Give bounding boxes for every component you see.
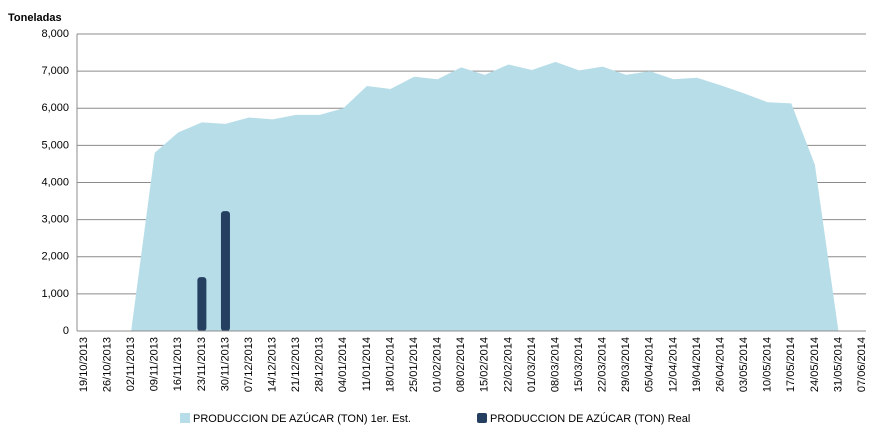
bar [197, 277, 207, 331]
x-tick-label: 31/05/2014 [832, 337, 844, 392]
x-tick-label: 26/10/2013 [101, 337, 113, 392]
x-tick-label: 02/11/2013 [125, 337, 137, 391]
x-tick-label: 19/10/2013 [78, 337, 90, 392]
x-tick-label: 25/01/2014 [408, 337, 420, 392]
x-tick-label: 11/01/2014 [361, 337, 373, 391]
x-tick-label: 07/12/2013 [243, 337, 255, 392]
x-tick-label: 18/01/2014 [384, 337, 396, 392]
bar [220, 211, 230, 331]
y-axis-title: Toneladas [8, 12, 62, 24]
y-tick-label: 7,000 [41, 65, 69, 77]
x-tick-label: 21/12/2013 [290, 337, 302, 392]
x-tick-label: 08/02/2014 [455, 337, 467, 392]
x-tick-label: 15/03/2014 [573, 337, 585, 392]
x-tick-label: 30/11/2013 [219, 337, 231, 391]
x-tick-label: 22/03/2014 [597, 337, 609, 392]
x-tick-label: 23/11/2013 [196, 337, 208, 391]
x-tick-label: 15/02/2014 [479, 337, 491, 392]
x-tick-label: 19/04/2014 [691, 337, 703, 392]
legend-swatch [180, 413, 190, 423]
y-tick-label: 3,000 [41, 214, 69, 226]
y-tick-label: 0 [63, 325, 69, 337]
x-tick-label: 22/02/2014 [502, 337, 514, 392]
y-tick-label: 4,000 [41, 176, 69, 188]
x-tick-label: 14/12/2013 [267, 337, 279, 392]
x-tick-label: 24/05/2014 [809, 337, 821, 392]
y-tick-label: 5,000 [41, 139, 69, 151]
x-tick-label: 12/04/2014 [667, 337, 679, 392]
x-tick-label: 26/04/2014 [714, 337, 726, 392]
y-tick-label: 8,000 [41, 28, 69, 40]
x-tick-label: 16/11/2013 [172, 337, 184, 391]
x-tick-label: 01/02/2014 [432, 337, 444, 392]
area [131, 61, 839, 331]
legend-swatch [477, 413, 487, 423]
x-tick-label: 17/05/2014 [785, 337, 797, 392]
y-tick-label: 6,000 [41, 102, 69, 114]
x-tick-label: 09/11/2013 [149, 337, 161, 391]
x-tick-label: 10/05/2014 [762, 337, 774, 392]
x-tick-label: 05/04/2014 [644, 337, 656, 392]
x-tick-label: 03/05/2014 [738, 337, 750, 392]
x-tick-label: 07/06/2014 [856, 337, 868, 392]
y-tick-label: 2,000 [41, 251, 69, 263]
x-tick-label: 04/01/2014 [337, 337, 349, 392]
x-tick-label: 29/03/2014 [620, 337, 632, 392]
legend-label: PRODUCCION DE AZÚCAR (TON) 1er. Est. [193, 412, 411, 425]
x-tick-label: 01/03/2014 [526, 337, 538, 392]
y-tick-label: 1,000 [41, 288, 69, 300]
x-tick-label: 28/12/2013 [314, 337, 326, 392]
legend-label: PRODUCCION DE AZÚCAR (TON) Real [490, 412, 690, 425]
x-tick-label: 08/03/2014 [549, 337, 561, 392]
